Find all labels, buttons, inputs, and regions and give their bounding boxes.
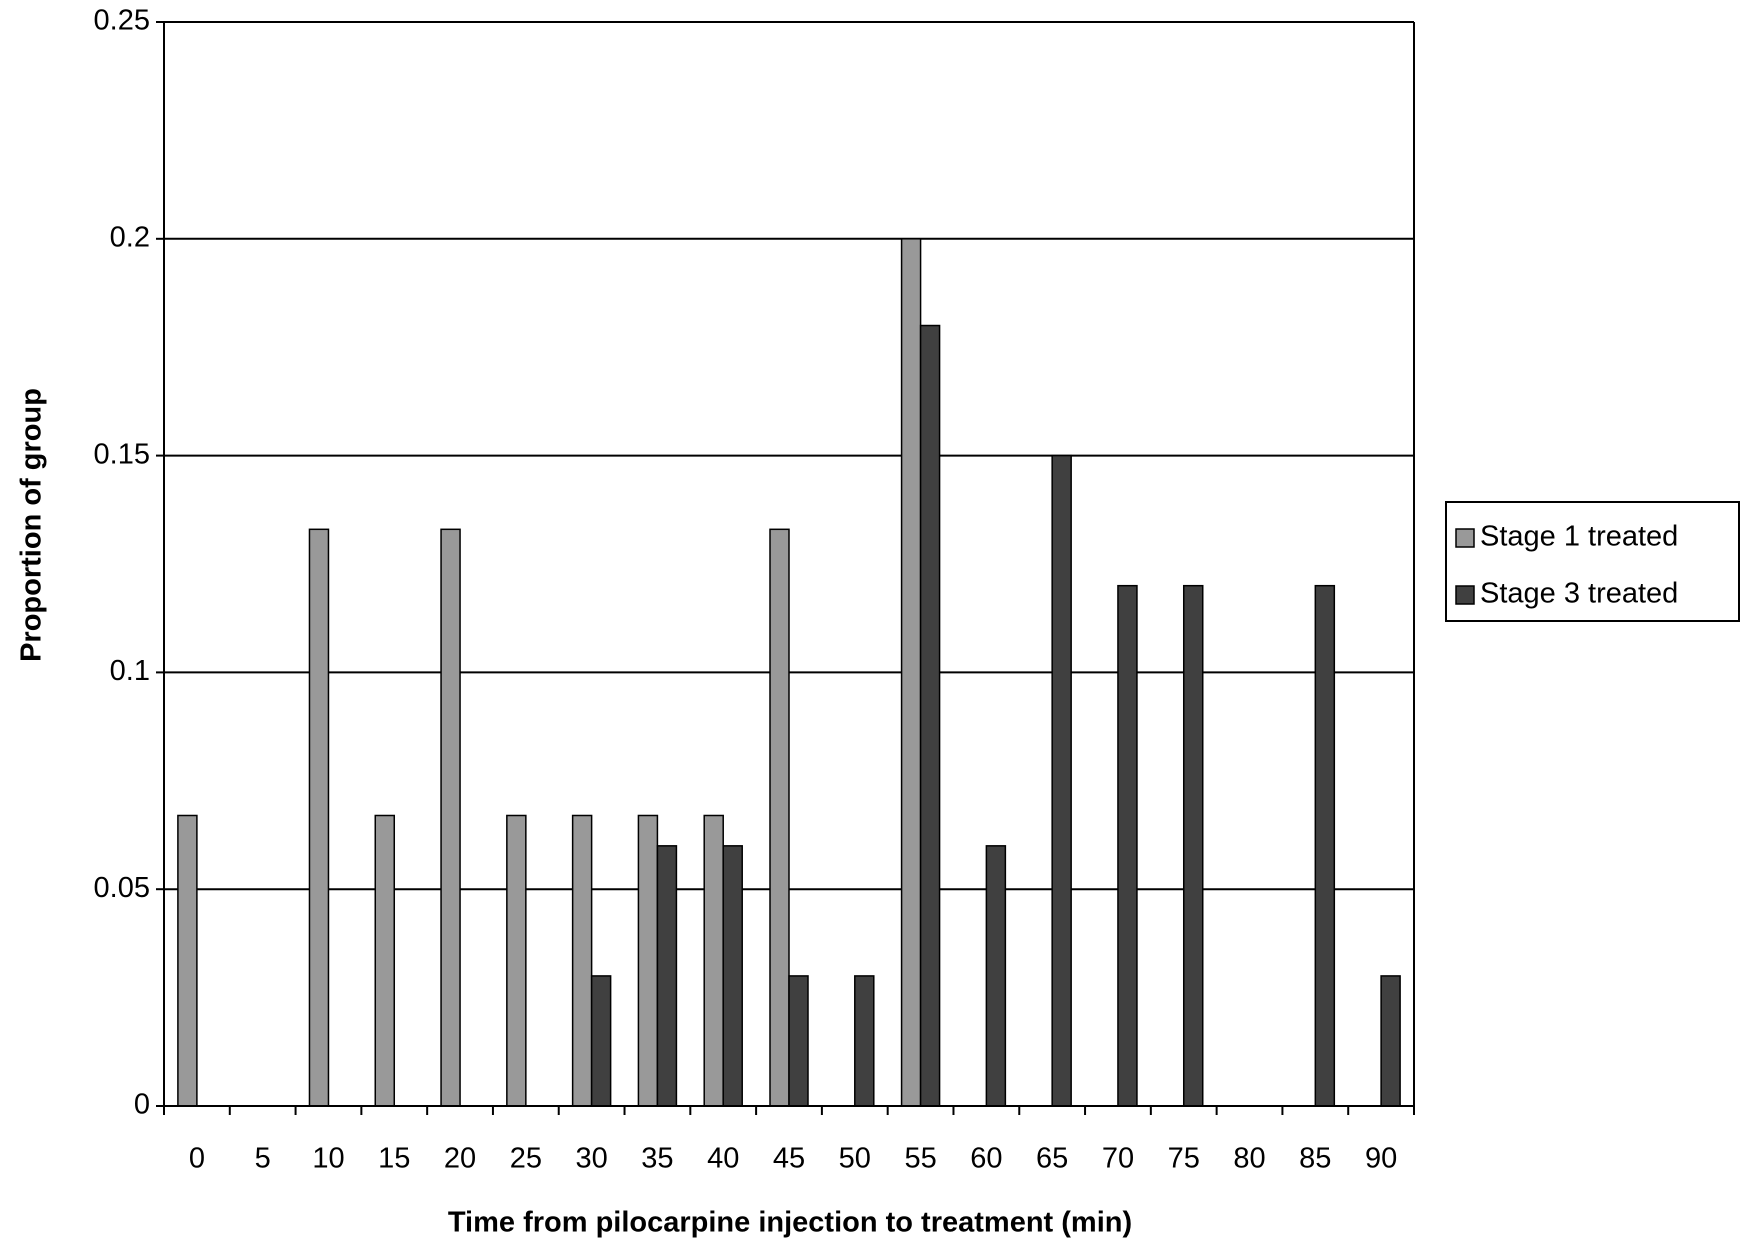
bar — [590, 975, 612, 1107]
x-tick-label: 30 — [575, 1143, 607, 1175]
bar — [440, 528, 461, 1107]
x-tick-label: 15 — [378, 1143, 410, 1175]
bar — [919, 324, 941, 1107]
bar — [769, 528, 790, 1107]
y-axis-title: Proportion of group — [16, 388, 48, 662]
x-axis-title: Time from pilocarpine injection to treat… — [448, 1207, 1132, 1239]
bar — [506, 814, 527, 1107]
x-tick-label: 5 — [255, 1143, 271, 1175]
y-tick-label: 0 — [134, 1089, 150, 1121]
bar — [1182, 584, 1204, 1107]
y-tick-label: 0.2 — [110, 221, 150, 253]
x-tick-label: 0 — [189, 1143, 205, 1175]
bar — [637, 814, 659, 1107]
bar — [900, 238, 922, 1107]
x-tick-label: 25 — [510, 1143, 542, 1175]
y-tick-label: 0.25 — [94, 5, 150, 37]
bar — [177, 814, 198, 1107]
x-tick-label: 80 — [1233, 1143, 1265, 1175]
bar — [308, 528, 330, 1107]
bar — [1117, 584, 1138, 1107]
bar — [1380, 975, 1401, 1107]
bar — [1314, 584, 1336, 1107]
bar — [1051, 454, 1072, 1107]
x-tick-label: 10 — [312, 1143, 344, 1175]
x-tick-label: 75 — [1168, 1143, 1200, 1175]
legend-label: Stage 1 treated — [1480, 521, 1678, 553]
bar — [703, 814, 724, 1107]
bar — [571, 814, 593, 1107]
x-tick-label: 65 — [1036, 1143, 1068, 1175]
bar — [788, 975, 809, 1107]
legend-swatch — [1455, 528, 1475, 548]
x-tick-label: 85 — [1299, 1143, 1331, 1175]
x-tick-label: 40 — [707, 1143, 739, 1175]
x-tick-label: 50 — [839, 1143, 871, 1175]
x-tick-label: 60 — [970, 1143, 1002, 1175]
y-tick-label: 0.1 — [110, 655, 150, 687]
legend-label: Stage 3 treated — [1480, 578, 1678, 610]
legend-swatch — [1455, 585, 1475, 605]
x-tick-label: 70 — [1102, 1143, 1134, 1175]
legend-box — [1445, 501, 1740, 622]
x-tick-label: 35 — [641, 1143, 673, 1175]
x-tick-label: 90 — [1365, 1143, 1397, 1175]
bar — [722, 845, 743, 1107]
x-tick-label: 55 — [904, 1143, 936, 1175]
bar — [374, 814, 396, 1107]
y-tick-label: 0.05 — [94, 872, 150, 904]
x-tick-label: 20 — [444, 1143, 476, 1175]
bar — [656, 845, 678, 1107]
bar — [985, 845, 1007, 1107]
y-tick-label: 0.15 — [94, 438, 150, 470]
bar — [854, 975, 875, 1107]
x-tick-label: 45 — [773, 1143, 805, 1175]
